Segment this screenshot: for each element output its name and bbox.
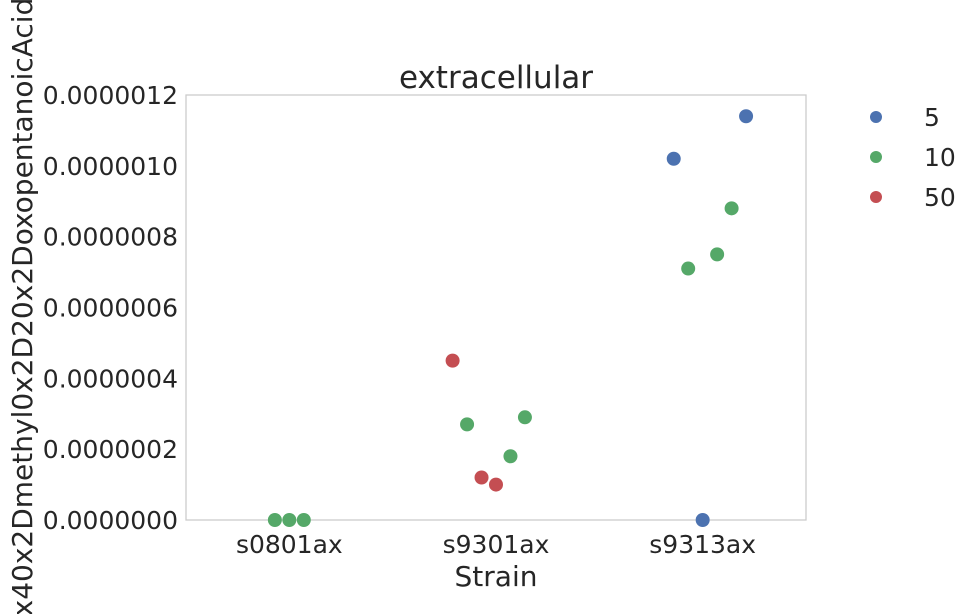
data-point [445, 353, 460, 368]
legend-label: 50 [924, 183, 956, 212]
data-points [267, 109, 754, 527]
data-point [710, 247, 725, 262]
data-point [282, 513, 297, 527]
x-tick-label: s9301ax [443, 530, 550, 559]
legend-marker [870, 191, 882, 203]
legend-marker [870, 111, 882, 123]
legend-marker [870, 151, 882, 163]
y-tick-label: 0.0000010 [43, 152, 178, 181]
y-tick-label: 0.0000004 [43, 364, 178, 393]
data-point [503, 449, 518, 464]
y-tick-label: 0.0000008 [43, 223, 178, 252]
legend-label: 10 [924, 143, 956, 172]
x-axis-ticks: s0801ax s9301ax s9313ax [236, 530, 756, 559]
data-point [460, 417, 475, 432]
legend-label: 5 [924, 103, 940, 132]
data-point [724, 201, 739, 216]
data-point [681, 261, 696, 276]
data-point [296, 513, 311, 527]
x-tick-label: s9313ax [649, 530, 756, 559]
y-tick-label: 0.0000000 [43, 506, 178, 535]
y-axis-label: x40x2Dmethyl0x2D20x2DoxopentanoicAcid [6, 0, 39, 614]
data-point [474, 470, 489, 485]
y-tick-label: 0.0000002 [43, 435, 178, 464]
data-point [267, 513, 282, 527]
y-axis-ticks: 0.0000000 0.0000002 0.0000004 0.0000006 0.00… [43, 81, 178, 535]
legend: 5 10 50 [870, 103, 956, 212]
data-point [517, 410, 532, 425]
x-tick-label: s0801ax [236, 530, 343, 559]
data-point [739, 109, 754, 124]
data-point [695, 513, 710, 527]
data-point [666, 151, 681, 166]
data-point [489, 477, 503, 492]
y-tick-label: 0.0000006 [43, 294, 178, 323]
y-tick-label: 0.0000012 [43, 81, 178, 110]
chart-title: extracellular [399, 60, 593, 96]
plot-frame [185, 94, 807, 521]
x-axis-label: Strain [455, 560, 538, 593]
